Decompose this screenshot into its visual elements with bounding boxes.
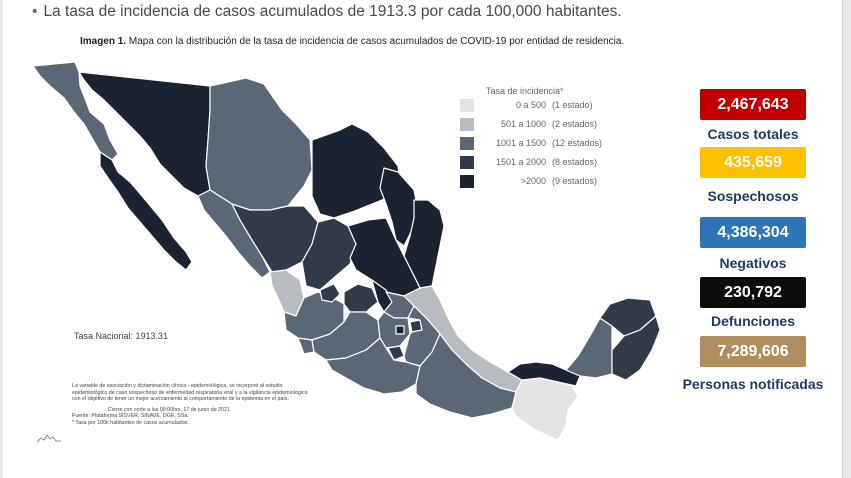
stat-value: 435,659 (724, 153, 782, 171)
stat-value: 7,289,606 (717, 342, 789, 360)
legend-swatch (460, 155, 474, 169)
legend-swatch (460, 174, 474, 188)
state-guanajuato (343, 283, 379, 313)
footnote-line: epidemiológico de caso sospechoso de enf… (72, 389, 308, 396)
line-chart-logo-icon (36, 434, 61, 443)
legend-range: >2000 (520, 176, 546, 186)
stat-value: 230,792 (724, 283, 782, 301)
headline-bullet: • (32, 3, 38, 20)
legend-count: (8 estados) (552, 157, 598, 167)
state-jalisco (283, 291, 345, 341)
stat-box-sospechosos: 435,659 (700, 147, 806, 178)
caption-label: Imagen 1. (80, 36, 127, 47)
legend-count: (2 estados) (552, 119, 598, 129)
stat-label-negativos: Negativos (719, 255, 787, 271)
footnote-cutoff: Cierre con corte a las 09:00hrs, 17 de j… (108, 406, 230, 413)
legend-item: 1501 a 2000 (8 estados) (460, 155, 597, 169)
stat-value: 4,386,304 (717, 223, 789, 241)
legend-swatch (460, 98, 474, 112)
legend-swatch (460, 136, 474, 150)
footnote: La variable de asociación y dictaminació… (72, 383, 412, 427)
stat-label-casos-totales: Casos totales (707, 126, 799, 142)
state-campeche (565, 317, 613, 379)
footnote-note: * Tasa por 100k habitantes de casos acum… (72, 419, 189, 426)
tasa-nacional: Tasa Nacional: 1913.31 (74, 331, 169, 341)
state-chiapas (511, 377, 579, 441)
stat-value: 2,467,643 (717, 95, 789, 113)
footnote-line: con el objetivo de tener un mejor acerca… (72, 396, 290, 403)
stat-label-personas-notificadas: Personas notificadas (682, 376, 824, 392)
figure-caption: Imagen 1. Mapa con la distribución de la… (80, 36, 624, 47)
legend-range: 1501 a 2000 (495, 157, 546, 167)
footnote-line: La variable de asociación y dictaminació… (72, 383, 283, 389)
state-baja-california (32, 61, 119, 161)
legend-swatch (460, 117, 474, 131)
left-frame-edge (0, 0, 3, 478)
stat-box-negativos: 4,386,304 (700, 217, 806, 248)
stat-box-casos-totales: 2,467,643 (700, 89, 806, 120)
legend-item: 501 a 1000 (2 estados) (460, 117, 597, 131)
legend-item: >2000 (9 estados) (460, 174, 597, 188)
headline: • La tasa de incidencia de casos acumulad… (32, 3, 622, 21)
state-quintana-roo (611, 315, 661, 381)
stat-label-sospechosos: Sospechosos (707, 188, 799, 204)
legend-item: 1001 a 1500 (12 estados) (460, 136, 602, 150)
legend-count: (9 estados) (552, 176, 598, 186)
legend-count: (12 estados) (552, 138, 603, 148)
right-scrollbar[interactable] (842, 0, 851, 478)
stat-box-defunciones: 230,792 (700, 277, 806, 308)
state-chihuahua (205, 77, 313, 211)
stat-box-personas-notificadas: 7,289,606 (700, 336, 806, 367)
state-cdmx (395, 325, 405, 335)
state-zacatecas (301, 217, 357, 291)
state-aguascalientes (319, 283, 341, 303)
state-baja-california-sur (99, 151, 193, 271)
legend-range: 1001 a 1500 (495, 138, 546, 148)
legend-title: Tasa de incidencia* (486, 86, 564, 96)
legend-count: (1 estado) (552, 100, 593, 110)
footnote-source: Fuente: Plataforma SISVER, SINAVE, DGE, … (72, 413, 189, 420)
caption-text: Mapa con la distribución de la tasa de i… (126, 36, 625, 47)
legend-range: 0 a 500 (515, 100, 546, 110)
legend-range: 501 a 1000 (500, 119, 546, 129)
stat-label-defunciones: Defunciones (710, 313, 795, 329)
headline-text: La tasa de incidencia de casos acumulado… (43, 3, 622, 20)
legend-item: 0 a 500 (1 estado) (460, 98, 593, 112)
state-nuevo-leon (379, 167, 419, 247)
